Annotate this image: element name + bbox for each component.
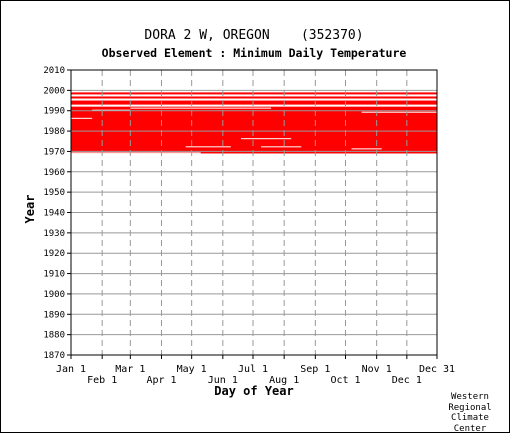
x-tick-label: Dec 1 bbox=[392, 375, 422, 386]
missing-data-gap bbox=[362, 112, 437, 113]
missing-data-gap bbox=[71, 152, 201, 153]
credit-line: Center bbox=[445, 424, 495, 434]
missing-data-gap bbox=[261, 146, 301, 147]
x-tick-label: May 1 bbox=[177, 364, 207, 375]
chart-subtitle: Observed Element : Minimum Daily Tempera… bbox=[102, 46, 407, 60]
x-tick-label: Sep 1 bbox=[300, 364, 330, 375]
credit-line: Climate bbox=[445, 413, 495, 424]
credit-line: Regional bbox=[445, 403, 495, 414]
data-layer bbox=[71, 92, 437, 153]
y-tick-label: 1910 bbox=[43, 270, 65, 280]
missing-data-gap bbox=[186, 146, 231, 147]
y-tick-label: 2000 bbox=[43, 86, 65, 96]
credit-block: Western Regional Climate Center bbox=[445, 392, 495, 434]
data-band bbox=[71, 101, 437, 105]
x-tick-label: Dec 31 bbox=[419, 364, 455, 375]
credit-line: Western bbox=[445, 392, 495, 403]
y-tick-label: 1930 bbox=[43, 229, 65, 239]
data-band bbox=[71, 92, 437, 94]
y-tick-label: 2010 bbox=[43, 66, 65, 76]
x-tick-label: Jul 1 bbox=[238, 364, 268, 375]
data-band bbox=[71, 111, 437, 154]
y-tick-label: 1960 bbox=[43, 168, 65, 178]
y-tick-label: 1890 bbox=[43, 310, 65, 320]
x-tick-label: Feb 1 bbox=[87, 375, 117, 386]
y-tick-label: 1940 bbox=[43, 209, 65, 219]
y-tick-label: 1990 bbox=[43, 107, 65, 117]
data-band bbox=[71, 96, 437, 98]
y-axis-label: Year bbox=[23, 195, 37, 224]
x-tick-label: Nov 1 bbox=[362, 364, 392, 375]
x-tick-label: Mar 1 bbox=[115, 364, 145, 375]
chart-title: DORA 2 W, OREGON (352370) bbox=[144, 28, 363, 43]
missing-data-gap bbox=[71, 118, 92, 119]
y-tick-label: 1920 bbox=[43, 249, 65, 259]
missing-data-gap bbox=[352, 148, 382, 149]
y-tick-label: 1870 bbox=[43, 351, 65, 361]
x-tick-label: Apr 1 bbox=[146, 375, 176, 386]
missing-data-gap bbox=[130, 108, 271, 109]
y-tick-label: 1950 bbox=[43, 188, 65, 198]
x-tick-label: Jan 1 bbox=[56, 364, 86, 375]
missing-data-gap bbox=[241, 138, 291, 139]
y-tick-label: 1980 bbox=[43, 127, 65, 137]
y-tick-label: 1880 bbox=[43, 331, 65, 341]
x-axis-label: Day of Year bbox=[214, 384, 293, 398]
y-tick-label: 1900 bbox=[43, 290, 65, 300]
x-tick-label: Oct 1 bbox=[330, 375, 360, 386]
y-tick-label: 1970 bbox=[43, 147, 65, 157]
